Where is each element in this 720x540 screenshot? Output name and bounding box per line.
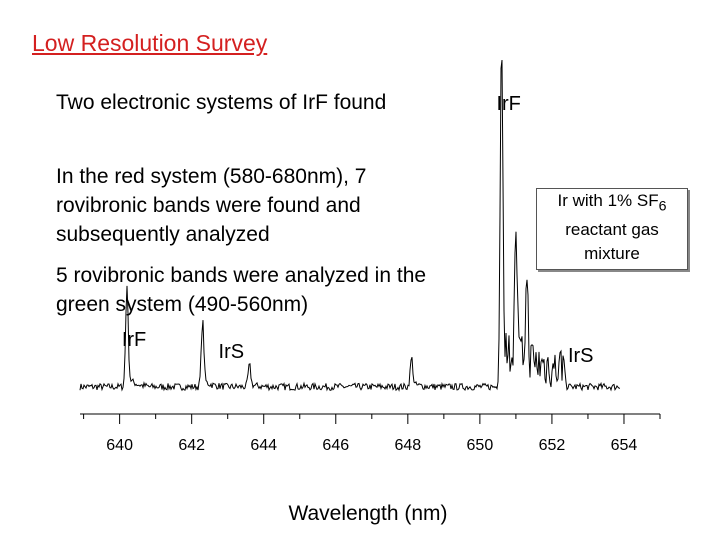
legend-line-2: reactant gas [565,220,659,240]
legend-subscript: 6 [658,198,667,215]
x-tick-label-642: 642 [178,437,205,454]
x-tick-label-652: 652 [539,437,566,454]
annotation-irf-0: IrF [122,329,146,351]
x-tick-label-650: 650 [467,437,494,454]
x-tick-label-648: 648 [394,437,421,454]
annotation-irs-3: IrS [568,345,594,367]
x-tick-label-644: 644 [250,437,277,454]
annotation-irs-1: IrS [219,341,245,363]
x-tick-label-640: 640 [106,437,133,454]
slide-title: Low Resolution Survey [32,30,268,56]
bullet-green-system: 5 rovibronic bands were analyzed in the … [56,264,427,316]
legend-line-3: mixture [584,244,640,264]
x-tick-label-654: 654 [611,437,638,454]
bullet-two-systems: Two electronic systems of IrF found [56,91,387,114]
chart-legend: Ir with 1% SF6 reactant gas mixture [536,188,688,270]
legend-line-1: Ir with 1% SF [557,191,659,210]
bullet-red-system: In the red system (580-680nm), 7 rovibro… [56,165,367,246]
spectrum-line [79,59,621,392]
x-axis-label: Wavelength (nm) [288,502,447,525]
annotation-irf-2: IrF [496,93,520,115]
x-tick-label-646: 646 [322,437,349,454]
